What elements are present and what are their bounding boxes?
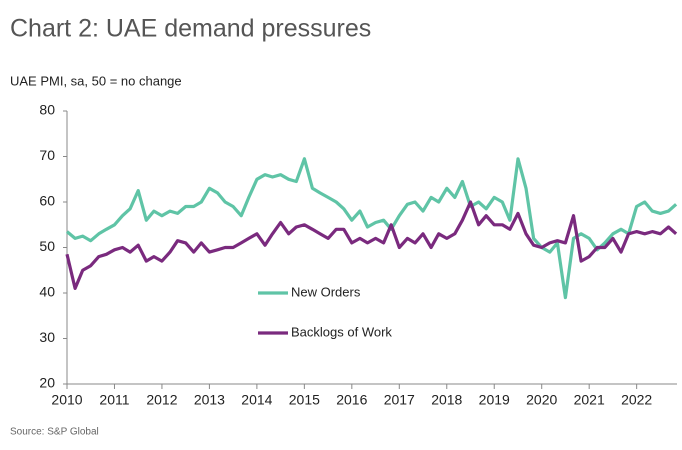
- x-tick-label: 2010: [51, 392, 82, 408]
- x-tick-label: 2020: [526, 392, 557, 408]
- x-tick-label: 2011: [99, 392, 129, 408]
- x-tick-label: 2016: [336, 392, 367, 408]
- y-axis-label: UAE PMI, sa, 50 = no change: [10, 73, 182, 88]
- x-tick-label: 2013: [194, 392, 225, 408]
- source: Source: S&P Global: [10, 427, 99, 438]
- legend-label: Backlogs of Work: [291, 324, 392, 339]
- y-tick-label: 70: [39, 147, 55, 163]
- y-tick-label: 80: [39, 102, 55, 118]
- x-tick-label: 2012: [146, 392, 177, 408]
- y-tick-label: 20: [39, 375, 55, 391]
- y-tick-label: 60: [39, 193, 55, 209]
- x-tick-label: 2014: [241, 392, 272, 408]
- chart-title: Chart 2: UAE demand pressures: [10, 15, 371, 43]
- legend-label: New Orders: [291, 284, 361, 299]
- x-tick-label: 2019: [479, 392, 510, 408]
- x-tick-label: 2021: [574, 392, 605, 408]
- x-tick-label: 2015: [289, 392, 320, 408]
- x-tick-label: 2018: [431, 392, 462, 408]
- y-tick-label: 40: [39, 284, 55, 300]
- x-tick-label: 2017: [384, 392, 415, 408]
- series-line: [65, 157, 678, 300]
- x-tick-label: 2022: [621, 392, 652, 408]
- y-tick-label: 30: [39, 329, 55, 345]
- series-line: [65, 200, 678, 290]
- y-tick-label: 50: [39, 238, 55, 254]
